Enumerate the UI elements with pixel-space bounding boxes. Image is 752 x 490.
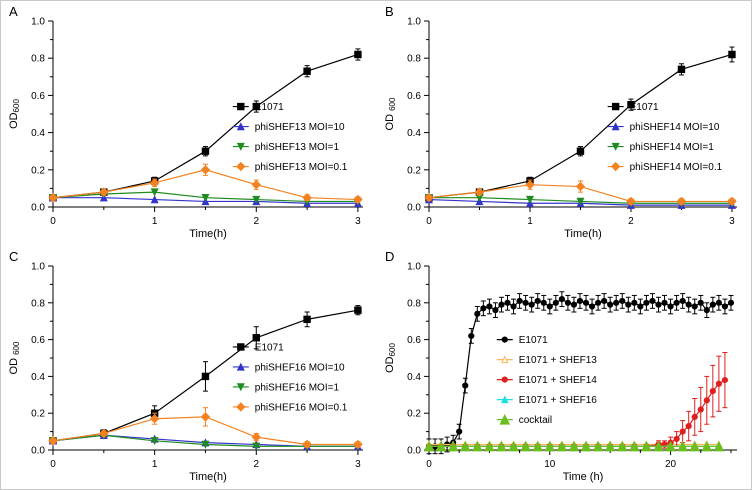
svg-text:20: 20 xyxy=(665,459,677,470)
svg-text:0.0: 0.0 xyxy=(31,446,45,457)
svg-text:2: 2 xyxy=(253,459,259,470)
svg-text:3: 3 xyxy=(729,216,735,227)
svg-text:phiSHEF14 MOI=10: phiSHEF14 MOI=10 xyxy=(630,122,720,133)
svg-text:E1071: E1071 xyxy=(630,102,659,113)
svg-text:1.0: 1.0 xyxy=(31,17,45,28)
svg-text:0: 0 xyxy=(50,459,56,470)
svg-text:0.2: 0.2 xyxy=(31,165,45,176)
panel-b-growth-curve-chart: 0 1 2 3 0.0 0.2 0.4 0.6 0.8 1.0 Time(h) OD 600 E1071… xyxy=(384,17,737,240)
panel-c-label: C xyxy=(9,249,19,264)
svg-text:0.4: 0.4 xyxy=(31,128,45,139)
svg-text:0.0: 0.0 xyxy=(31,203,45,214)
svg-text:E1071: E1071 xyxy=(519,335,548,346)
svg-text:OD 600: OD 600 xyxy=(384,97,397,130)
svg-text:0.8: 0.8 xyxy=(31,298,45,309)
svg-text:0.6: 0.6 xyxy=(407,335,421,346)
svg-text:0: 0 xyxy=(426,216,432,227)
svg-text:E1071 + SHEF14: E1071 + SHEF14 xyxy=(519,375,598,386)
svg-text:0.8: 0.8 xyxy=(407,54,421,65)
svg-text:0.8: 0.8 xyxy=(407,298,421,309)
panel-a-label: A xyxy=(9,4,18,19)
svg-text:phiSHEF16 MOI=0.1: phiSHEF16 MOI=0.1 xyxy=(255,402,348,413)
svg-text:Time(h): Time(h) xyxy=(189,471,226,483)
svg-text:0.2: 0.2 xyxy=(407,409,421,420)
svg-text:3: 3 xyxy=(355,216,361,227)
svg-text:0.8: 0.8 xyxy=(31,54,45,65)
svg-text:0.2: 0.2 xyxy=(407,165,421,176)
svg-text:phiSHEF13 MOI=1: phiSHEF13 MOI=1 xyxy=(255,142,340,153)
svg-text:OD600: OD600 xyxy=(8,99,21,129)
panel-b-label: B xyxy=(385,4,394,19)
svg-text:phiSHEF16 MOI=10: phiSHEF16 MOI=10 xyxy=(255,362,345,373)
svg-text:Time (h): Time (h) xyxy=(563,471,604,483)
svg-text:phiSHEF14 MOI=0.1: phiSHEF14 MOI=0.1 xyxy=(630,162,723,173)
svg-text:OD600: OD600 xyxy=(384,343,397,373)
panel-d-growth-curve-chart: 0 10 20 0.0 0.2 0.4 0.6 0.8 1.0 Time (h) OD600 E107… xyxy=(384,262,737,483)
svg-text:0.0: 0.0 xyxy=(407,446,421,457)
panel-c-growth-curve-chart: 0 1 2 3 0.0 0.2 0.4 0.6 0.8 1.0 Time(h) OD 600 E1071… xyxy=(8,262,363,483)
svg-text:phiSHEF13 MOI=10: phiSHEF13 MOI=10 xyxy=(255,122,345,133)
svg-text:0: 0 xyxy=(50,216,56,227)
svg-text:1: 1 xyxy=(527,216,533,227)
svg-text:1: 1 xyxy=(152,216,158,227)
svg-text:E1071 + SHEF13: E1071 + SHEF13 xyxy=(519,355,598,366)
svg-text:phiSHEF13 MOI=0.1: phiSHEF13 MOI=0.1 xyxy=(255,162,348,173)
svg-text:1.0: 1.0 xyxy=(407,17,421,28)
panel-c: C 0 1 2 3 0.0 0.2 0.4 0.6 0.8 1.0 Time(h) OD 600 E10… xyxy=(1,246,377,489)
svg-text:cocktail: cocktail xyxy=(519,415,552,426)
svg-text:E1071: E1071 xyxy=(255,102,284,113)
panel-a-growth-curve-chart: 0 1 2 3 0.0 0.2 0.4 0.6 0.8 1.0 Time(h) OD600 E1071 p… xyxy=(8,17,363,240)
svg-text:phiSHEF16 MOI=1: phiSHEF16 MOI=1 xyxy=(255,382,340,393)
svg-text:0.4: 0.4 xyxy=(407,128,421,139)
svg-text:1.0: 1.0 xyxy=(31,262,45,273)
svg-text:phiSHEF14 MOI=1: phiSHEF14 MOI=1 xyxy=(630,142,715,153)
panel-d: D 0 10 20 0.0 0.2 0.4 0.6 0.8 1.0 Time (h) OD600 E1… xyxy=(377,246,751,489)
svg-text:2: 2 xyxy=(628,216,634,227)
svg-text:0.0: 0.0 xyxy=(407,203,421,214)
svg-text:10: 10 xyxy=(544,459,556,470)
svg-text:E1071 + SHEF16: E1071 + SHEF16 xyxy=(519,395,598,406)
svg-text:E1071: E1071 xyxy=(255,342,284,353)
svg-text:2: 2 xyxy=(253,216,259,227)
svg-text:0.2: 0.2 xyxy=(31,409,45,420)
panel-a: A 0 1 2 3 0.0 0.2 0.4 0.6 0.8 1.0 Time(h) OD600 E107… xyxy=(1,1,377,246)
panel-b: B 0 1 2 3 0.0 0.2 0.4 0.6 0.8 1.0 Time(h) OD 600 E10… xyxy=(377,1,751,246)
svg-text:0.4: 0.4 xyxy=(31,372,45,383)
svg-text:0.6: 0.6 xyxy=(31,335,45,346)
svg-text:Time(h): Time(h) xyxy=(189,228,226,240)
svg-text:1: 1 xyxy=(152,459,158,470)
panel-d-label: D xyxy=(385,249,395,264)
svg-text:OD 600: OD 600 xyxy=(8,341,21,374)
svg-text:1.0: 1.0 xyxy=(407,262,421,273)
svg-text:0.6: 0.6 xyxy=(31,91,45,102)
svg-text:3: 3 xyxy=(355,459,361,470)
svg-text:0.4: 0.4 xyxy=(407,372,421,383)
svg-text:0: 0 xyxy=(426,459,432,470)
svg-text:0.6: 0.6 xyxy=(407,91,421,102)
svg-text:Time(h): Time(h) xyxy=(564,228,601,240)
